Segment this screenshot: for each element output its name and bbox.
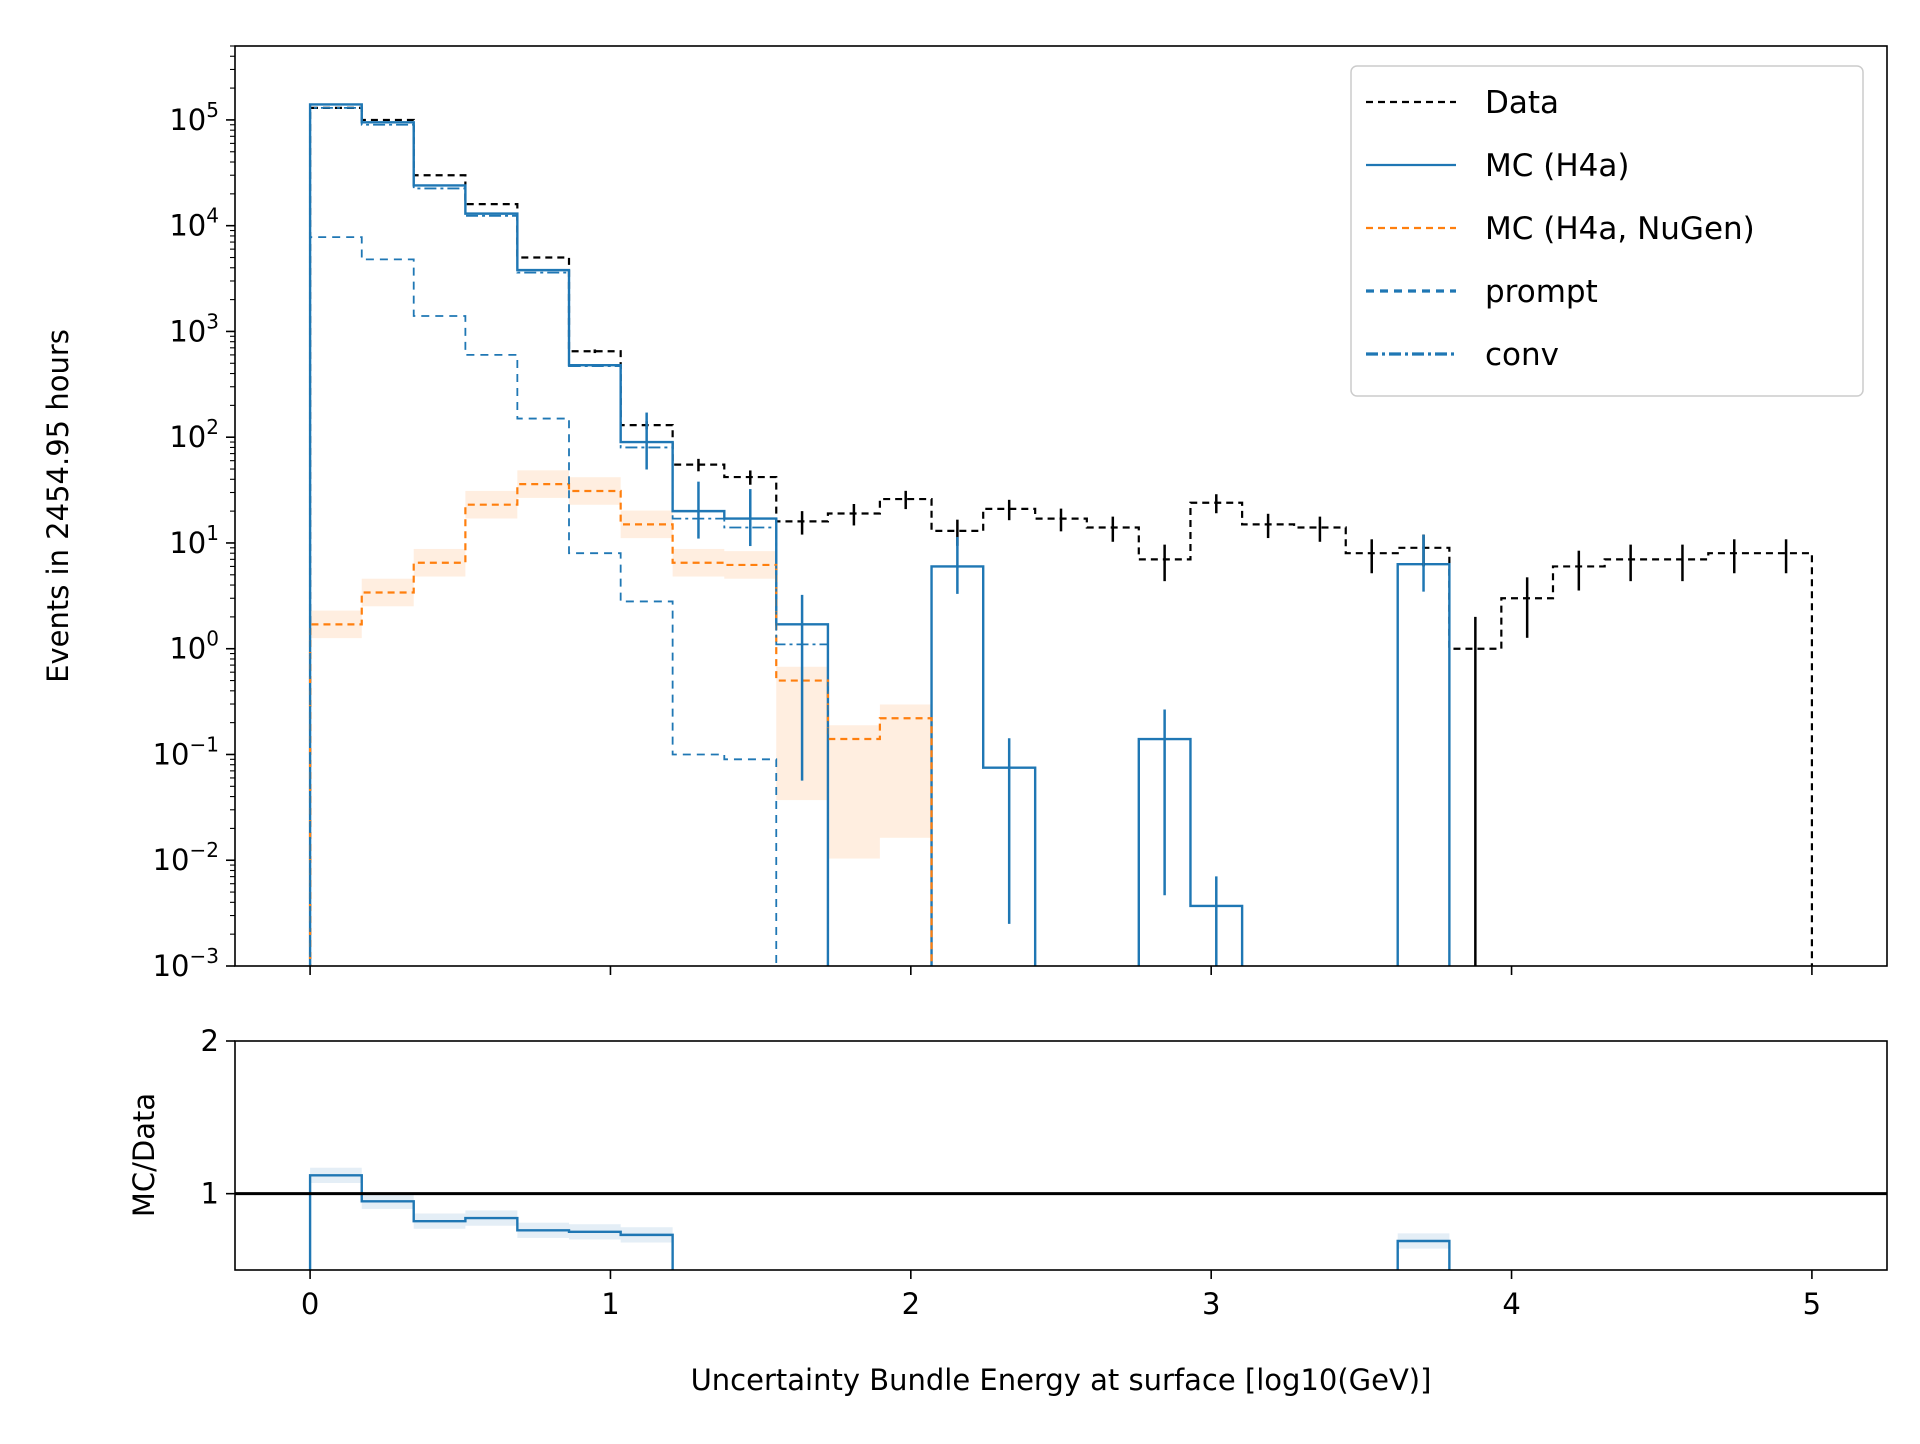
x-axis-label: Uncertainty Bundle Energy at surface [lo… [691, 1363, 1432, 1397]
ratio-panel: 1 2 0 1 2 3 4 5 MC/Data Uncertainty Bundle Ene… [127, 1024, 1888, 1397]
y-tick-label: 105 [169, 98, 219, 137]
y-tick-label: 10−3 [153, 944, 219, 983]
x-tick-label: 3 [1202, 1287, 1220, 1321]
y-tick-label: 102 [169, 415, 219, 454]
ratio-uncertainty-band [1139, 1336, 1191, 1339]
ratio-uncertainty-band [776, 1323, 828, 1326]
x-tick-label: 1 [601, 1287, 619, 1321]
y-tick-label: 103 [169, 309, 219, 348]
y-tick-label: 104 [169, 204, 219, 243]
nugen-uncertainty-band [879, 704, 932, 838]
ratio-y-tick-label: 2 [201, 1024, 219, 1058]
series-prompt [309, 236, 778, 966]
y-tick-label: 101 [169, 521, 219, 560]
legend-label: Data [1485, 85, 1559, 121]
ratio-y-axis-label: MC/Data [127, 1093, 161, 1217]
series-mc-h4a [308, 103, 1451, 966]
x-tick-label: 2 [902, 1287, 920, 1321]
y-tick-label: 10−2 [153, 838, 219, 877]
ratio-uncertainty-band [673, 1285, 725, 1288]
x-tick-label: 5 [1803, 1287, 1821, 1321]
ratio-plot-frame [234, 1040, 1888, 1271]
main-plot-frame [234, 45, 1888, 967]
legend-label: MC (H4a, NuGen) [1485, 211, 1755, 247]
x-tick-label: 0 [301, 1287, 319, 1321]
legend-label: conv [1485, 337, 1559, 373]
y-tick-label: 100 [169, 627, 219, 666]
main-y-axis-label: Events in 2454.95 hours [41, 329, 75, 683]
ratio-uncertainty-band [724, 1278, 776, 1281]
main-panel: 105 104 103 102 101 100 10−1 10−2 10−3 Events in… [41, 45, 1888, 983]
legend-box [1350, 65, 1864, 397]
y-tick-label: 10−1 [153, 732, 219, 771]
ratio-y-tick-label: 1 [201, 1177, 219, 1211]
x-tick-label: 4 [1502, 1287, 1520, 1321]
legend: Data MC (H4a) MC (H4a, NuGen) prompt conv [1350, 65, 1864, 397]
nugen-uncertainty-band [827, 725, 880, 859]
ratio-step-line [308, 1174, 1451, 1270]
legend-label: prompt [1485, 274, 1598, 310]
legend-label: MC (H4a) [1485, 148, 1629, 184]
